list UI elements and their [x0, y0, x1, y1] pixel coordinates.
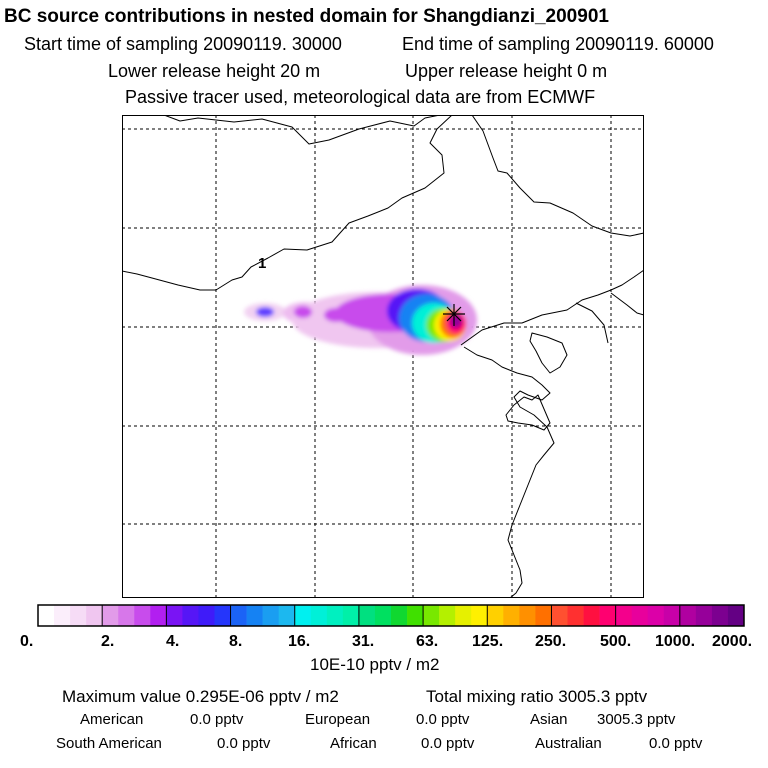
- region-name: European: [305, 711, 371, 728]
- colorbar-cell: [599, 605, 616, 626]
- max-value-label: Maximum value 0.295E-06 pptv / m2: [62, 687, 339, 706]
- colorbar-cell: [278, 605, 296, 626]
- colorbar-cell: [182, 605, 199, 626]
- colorbar-cell: [407, 605, 424, 626]
- colorbar-cell: [503, 605, 520, 626]
- total-mixing-label: Total mixing ratio 3005.3 pptv: [426, 687, 648, 706]
- colorbar-cell: [519, 605, 536, 626]
- map-panel: 1: [122, 115, 644, 598]
- region-value: 0.0 pptv: [649, 735, 703, 752]
- colorbar-cell: [455, 605, 472, 626]
- colorbar-tick-label: 8.: [229, 633, 242, 650]
- colorbar-cell: [711, 605, 729, 626]
- region-name: South American: [56, 735, 162, 752]
- colorbar-cell: [583, 605, 600, 626]
- receptor-marker: [446, 306, 462, 322]
- colorbar-cell: [294, 605, 312, 626]
- border-line: [610, 292, 644, 316]
- colorbar-cell: [487, 605, 504, 626]
- lower-release-label: Lower release height 20 m: [108, 61, 321, 81]
- colorbar-cell: [615, 605, 632, 626]
- colorbar-cell: [262, 605, 279, 626]
- region-value: 0.0 pptv: [217, 735, 271, 752]
- upper-release-label: Upper release height 0 m: [405, 61, 608, 81]
- end-time-label: End time of sampling 20090119. 60000: [402, 34, 714, 54]
- colorbar-cell: [102, 605, 119, 626]
- colorbar-cell: [118, 605, 135, 626]
- colorbar-cell: [86, 605, 103, 626]
- colorbar-frame: [37, 604, 745, 627]
- region-name: African: [330, 735, 377, 752]
- colorbar-cell: [326, 605, 344, 626]
- coastline: [463, 346, 555, 598]
- colorbar-tick-label: 16.: [288, 633, 310, 650]
- colorbar-cell: [230, 605, 247, 626]
- colorbar-cell: [166, 605, 183, 626]
- colorbar: 0. 2. 4. 8. 16. 31. 63. 125. 250. 500. 1…: [20, 604, 752, 650]
- colorbar-tick-label: 2000.: [712, 633, 752, 650]
- colorbar-cells: [38, 605, 745, 626]
- colorbar-cell: [198, 605, 215, 626]
- colorbar-cell: [342, 605, 360, 626]
- colorbar-cell: [695, 605, 713, 626]
- region-value: 0.0 pptv: [190, 711, 244, 728]
- source-contribution-plume: [244, 285, 477, 355]
- start-time-label: Start time of sampling 20090119. 30000: [24, 34, 342, 54]
- colorbar-unit-label: 10E-10 pptv / m2: [310, 655, 440, 674]
- region-name: Asian: [530, 711, 568, 728]
- region-value: 0.0 pptv: [416, 711, 470, 728]
- region-value: 0.0 pptv: [421, 735, 475, 752]
- colorbar-cell: [358, 605, 376, 626]
- colorbar-cell: [374, 605, 392, 626]
- colorbar-tick-label: 63.: [416, 633, 438, 650]
- colorbar-cell: [551, 605, 568, 626]
- border-line: [575, 302, 609, 344]
- colorbar-cell: [663, 605, 681, 626]
- colorbar-cell: [134, 605, 151, 626]
- border-line: [122, 115, 453, 291]
- border-line: [471, 115, 644, 237]
- colorbar-cell: [150, 605, 167, 626]
- contour-label: 1: [258, 255, 266, 272]
- colorbar-tick-label: 4.: [166, 633, 179, 650]
- colorbar-cell: [567, 605, 584, 626]
- country-borders: [122, 115, 644, 598]
- coastline: [505, 394, 551, 431]
- colorbar-cell: [647, 605, 665, 626]
- coastline: [529, 332, 568, 374]
- plot-title: BC source contributions in nested domain…: [4, 6, 609, 27]
- colorbar-cell: [246, 605, 263, 626]
- colorbar-cell: [38, 605, 55, 626]
- colorbar-cell: [310, 605, 328, 626]
- colorbar-cell: [535, 605, 552, 626]
- colorbar-tick-label: 250.: [535, 633, 566, 650]
- colorbar-tick-label: 0.: [20, 633, 33, 650]
- colorbar-cell: [391, 605, 408, 626]
- colorbar-tick-label: 31.: [352, 633, 374, 650]
- colorbar-cell: [471, 605, 488, 626]
- map-frame: [122, 115, 644, 598]
- colorbar-tick-label: 1000.: [655, 633, 695, 650]
- region-value: 3005.3 pptv: [597, 711, 676, 728]
- colorbar-cell: [54, 605, 71, 626]
- colorbar-cell: [679, 605, 697, 626]
- tracer-note: Passive tracer used, meteorological data…: [125, 87, 596, 107]
- colorbar-cell: [727, 605, 745, 626]
- region-name: American: [80, 711, 144, 728]
- map-background: [122, 115, 644, 598]
- border-line: [163, 115, 441, 145]
- colorbar-cell: [439, 605, 456, 626]
- colorbar-cell: [70, 605, 87, 626]
- colorbar-tick-label: 125.: [472, 633, 503, 650]
- region-name: Australian: [535, 735, 602, 752]
- colorbar-cell: [214, 605, 231, 626]
- colorbar-tick-label: 500.: [600, 633, 631, 650]
- border-line: [460, 269, 644, 346]
- colorbar-cell: [631, 605, 649, 626]
- colorbar-tick-label: 2.: [101, 633, 114, 650]
- colorbar-cell: [423, 605, 440, 626]
